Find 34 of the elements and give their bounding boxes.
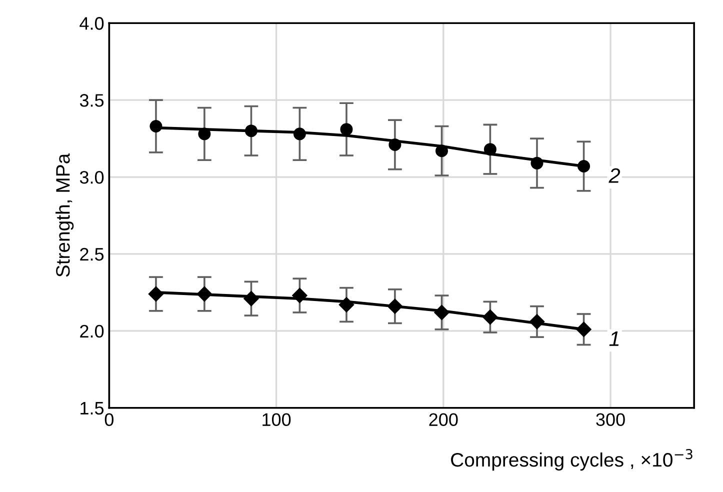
point: [244, 291, 259, 306]
y-axis-title: Strength, MPa: [56, 153, 74, 277]
y-tick-label: 2.0: [80, 324, 104, 338]
point: [578, 160, 590, 172]
y-tick-label: 3.5: [80, 94, 104, 107]
series-label: 1: [609, 332, 619, 346]
point: [244, 124, 258, 138]
point: [484, 143, 496, 156]
series-label: 2: [608, 168, 620, 183]
x-tick-label: 0: [104, 413, 114, 426]
point: [293, 128, 306, 140]
y-tick-label: 2.5: [80, 248, 104, 261]
point: [576, 322, 592, 337]
point: [435, 144, 448, 158]
point: [338, 297, 354, 312]
point: [530, 156, 544, 170]
point: [388, 138, 402, 151]
x-tick-label: 200: [429, 413, 458, 426]
point: [196, 286, 212, 302]
point: [387, 298, 403, 314]
point: [150, 120, 162, 132]
point: [482, 310, 498, 325]
point: [529, 314, 545, 330]
y-tick-label: 4.0: [80, 17, 104, 30]
x-tick-label: 100: [262, 413, 291, 426]
point: [292, 288, 308, 304]
point: [198, 128, 211, 140]
x-axis-title: Compressing cycles , ×10$^{−3}$: [451, 449, 692, 471]
y-tick-label: 1.5: [80, 402, 104, 415]
y-tick-label: 3.0: [80, 170, 104, 184]
x-tick-label: 300: [596, 413, 625, 426]
point: [148, 286, 164, 302]
point: [340, 123, 353, 136]
point: [434, 304, 450, 320]
